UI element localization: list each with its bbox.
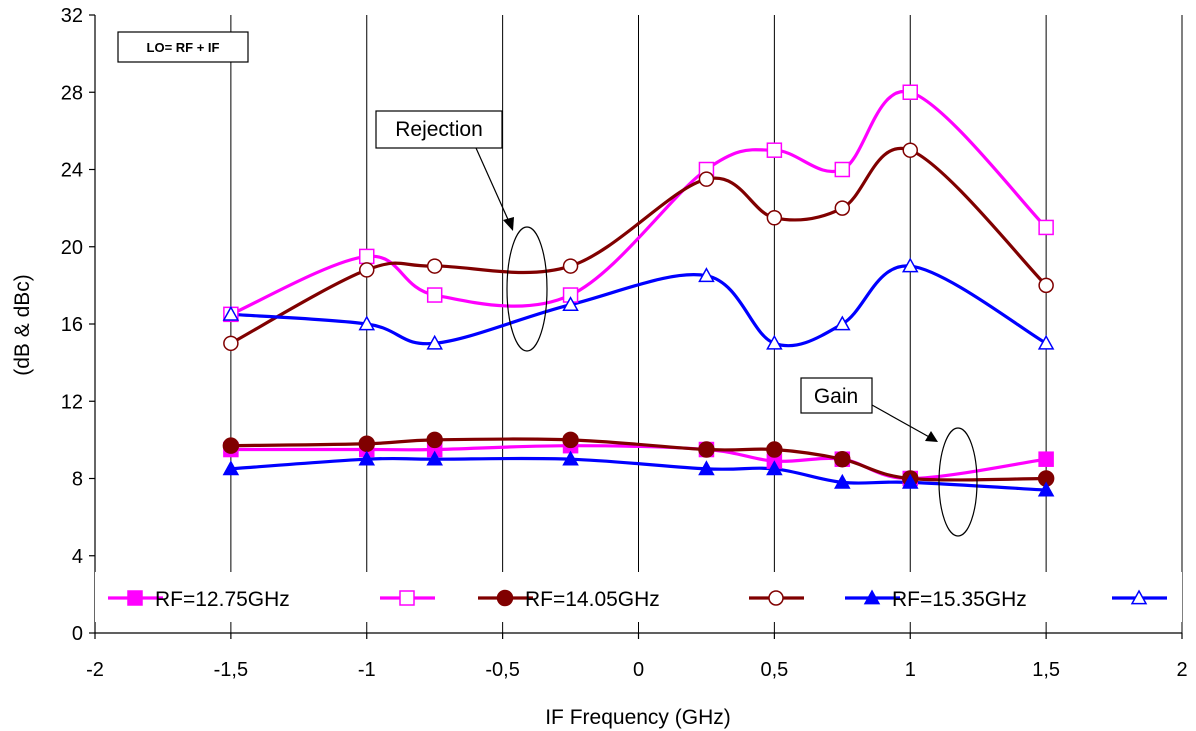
y-tick-label: 28 — [61, 82, 83, 104]
rejection-annotation: Rejection — [375, 110, 548, 352]
gain-arrowhead — [925, 431, 938, 442]
data-point-gain — [698, 460, 715, 476]
legend-label: RF=14.05GHz — [525, 588, 660, 611]
lo-annotation-text: LO= RF + IF — [147, 40, 220, 55]
data-point-gain — [1038, 451, 1054, 467]
data-point-rejection — [1037, 334, 1055, 350]
data-point-rejection — [1038, 277, 1054, 294]
gain-label-box — [800, 377, 873, 414]
x-tick-label: 1 — [905, 659, 916, 681]
x-tick-label: 1,5 — [1032, 659, 1060, 681]
gain-annotation: Gain — [800, 377, 978, 537]
y-tick-label: 4 — [72, 546, 83, 568]
data-point-gain — [426, 450, 443, 466]
data-point-gain — [358, 450, 376, 466]
data-point-rejection — [834, 161, 851, 178]
y-tick-label: 8 — [72, 469, 83, 491]
legend-swatch-marker — [399, 590, 415, 606]
y-tick-label: 0 — [72, 623, 83, 645]
lo-annotation-box — [117, 31, 249, 63]
x-tick-label: -0,5 — [485, 659, 519, 681]
legend-swatch-marker — [496, 589, 514, 607]
data-point-rejection — [359, 262, 375, 278]
data-point-rejection — [223, 335, 239, 352]
x-tick-label: 0 — [633, 659, 644, 681]
data-point-gain — [1037, 481, 1055, 497]
data-point-gain — [426, 431, 443, 449]
legend-swatch-marker — [1130, 589, 1148, 605]
legend-swatch-marker — [768, 590, 784, 606]
x-tick-label: 0,5 — [760, 659, 788, 681]
data-point-rejection — [1038, 219, 1054, 236]
rejection-ellipse — [506, 226, 548, 352]
series-line-gain-4 — [230, 456, 1047, 492]
gain-arrow — [871, 404, 932, 439]
data-point-gain — [766, 441, 783, 458]
lo-annotation: LO= RF + IF — [117, 31, 249, 63]
data-point-gain — [698, 441, 715, 458]
legend-swatch-marker — [863, 589, 881, 605]
data-point-gain — [834, 450, 851, 468]
gain-label: Gain — [814, 385, 858, 408]
y-tick-label: 20 — [61, 237, 83, 259]
data-point-gain — [562, 431, 579, 449]
data-point-rejection — [426, 287, 443, 303]
data-point-gain — [222, 460, 240, 476]
data-point-rejection — [358, 315, 376, 331]
data-point-rejection — [562, 258, 579, 274]
data-point-rejection — [426, 258, 443, 274]
data-point-rejection — [902, 84, 918, 100]
data-point-rejection — [834, 315, 851, 331]
x-tick-label: -1 — [358, 659, 376, 681]
y-tick-label: 12 — [61, 391, 83, 413]
rejection-label-box — [375, 110, 503, 149]
legend-label: RF=12.75GHz — [155, 588, 290, 611]
y-tick-label: 16 — [61, 314, 83, 336]
y-tick-label: 24 — [61, 160, 83, 182]
x-tick-labels: -2 -1,5 -1 -0,5 0 0,5 1 1,5 2 — [86, 633, 1188, 681]
x-tick-label: -2 — [86, 659, 104, 681]
rejection-label: Rejection — [395, 118, 483, 141]
data-point-rejection — [902, 142, 918, 158]
data-point-rejection — [562, 296, 579, 312]
data-point-rejection — [766, 142, 783, 158]
series-line-gain-2 — [230, 437, 1047, 482]
data-point-rejection — [222, 305, 240, 321]
data-point-gain — [834, 473, 851, 489]
gain-ellipse — [938, 427, 978, 537]
series-markers — [222, 84, 1055, 497]
x-axis-title: IF Frequency (GHz) — [545, 706, 731, 729]
data-point-rejection — [901, 257, 919, 273]
legend-background — [95, 572, 1182, 622]
data-point-rejection — [834, 200, 851, 216]
data-point-gain — [222, 437, 240, 454]
x-tick-label: -1,5 — [214, 659, 248, 681]
legend-swatch-marker — [127, 590, 143, 606]
data-point-rejection — [698, 267, 715, 283]
legend: RF=12.75GHz RF=14.05GHz RF=15.35GHz — [95, 572, 1182, 622]
data-point-gain — [766, 460, 783, 476]
data-point-gain — [901, 473, 919, 489]
y-tick-label: 32 — [61, 5, 83, 27]
data-point-rejection — [426, 334, 443, 350]
data-point-rejection — [359, 248, 375, 265]
y-tick-labels: 0 4 8 12 16 20 24 28 32 — [61, 5, 95, 645]
rejection-arrow — [475, 147, 511, 225]
x-tick-label: 2 — [1176, 659, 1187, 681]
data-point-rejection — [766, 334, 783, 350]
legend-label: RF=15.35GHz — [892, 588, 1027, 611]
data-point-gain — [562, 450, 579, 466]
y-axis-title: (dB & dBc) — [11, 274, 34, 376]
data-point-rejection — [766, 210, 783, 226]
data-point-rejection — [698, 171, 715, 187]
data-point-gain — [358, 435, 375, 452]
rejection-arrowhead — [503, 217, 514, 231]
